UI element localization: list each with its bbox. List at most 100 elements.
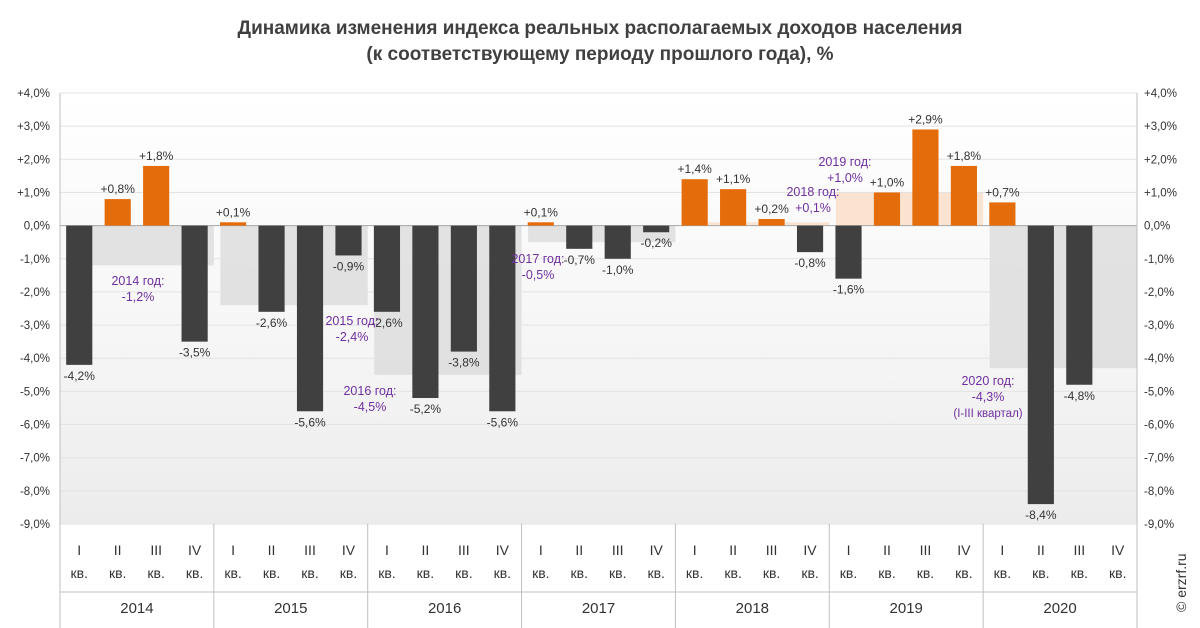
quarter-suffix: кв. [955,565,972,581]
quarter-numeral: IV [650,542,664,558]
y-tick-label-left: -3,0% [20,320,50,332]
bar-2018-q2 [720,189,747,226]
y-tick-label-right: +4,0% [1144,88,1177,100]
y-tick-label-right: -2,0% [1144,287,1174,299]
annual-label: -4,3% [972,390,1005,404]
data-label: -0,2% [641,236,673,250]
quarter-suffix: кв. [763,565,780,581]
quarter-suffix: кв. [609,565,626,581]
y-tick-label-left: -7,0% [20,453,50,465]
quarter-numeral: IV [496,542,510,558]
year-label: 2018 [736,600,769,617]
y-tick-label-left: -2,0% [20,287,50,299]
year-label: 2016 [428,600,461,617]
bar-2019-q1 [835,225,862,279]
y-tick-label-right: -9,0% [1144,519,1174,531]
year-label: 2020 [1043,600,1076,617]
quarter-suffix: кв. [301,565,318,581]
quarter-numeral: IV [803,542,817,558]
bar-2019-q2 [873,192,901,226]
chart-subtitle: (к соответствующему периоду прошлого год… [366,44,834,65]
quarter-suffix: кв. [1032,565,1049,581]
annual-band [989,225,1137,369]
data-label: -4,8% [1064,389,1096,403]
quarter-suffix: кв. [224,565,241,581]
quarter-numeral: III [458,542,470,558]
year-label: 2019 [890,600,923,617]
quarter-suffix: кв. [494,565,511,581]
data-label: -0,9% [333,259,365,273]
quarter-numeral: III [150,542,162,558]
y-tick-label-right: -5,0% [1144,386,1174,398]
quarter-suffix: кв. [647,565,664,581]
quarter-suffix: кв. [686,565,703,581]
quarter-suffix: кв. [186,565,203,581]
annual-band [681,222,830,226]
data-label: +0,1% [216,205,251,219]
quarter-suffix: кв. [340,565,357,581]
y-tick-label-right: +3,0% [1144,121,1177,133]
y-tick-label-left: +2,0% [17,154,50,166]
annual-label: 2017 год: [511,252,564,266]
quarter-numeral: I [1000,542,1004,558]
quarter-numeral: IV [342,542,356,558]
quarter-numeral: III [1073,542,1085,558]
quarter-suffix: кв. [724,565,741,581]
y-tick-label-right: +2,0% [1144,154,1177,166]
bar-2015-q4 [335,225,362,256]
bar-2018-q4 [796,225,824,253]
data-label: +0,7% [985,185,1020,199]
quarter-suffix: кв. [878,565,895,581]
quarter-suffix: кв. [917,565,934,581]
data-label: -1,0% [602,263,634,277]
bar-2015-q3 [296,225,324,412]
quarter-suffix: кв. [417,565,434,581]
source-credit: © erzrf.ru [1173,553,1189,612]
annual-label: 2020 год: [961,374,1014,388]
quarter-numeral: III [920,542,932,558]
data-label: +1,4% [677,162,712,176]
bar-2017-q1 [527,222,554,226]
bar-2015-q2 [258,225,285,312]
y-tick-label-left: -6,0% [20,420,50,432]
data-label: +0,8% [101,182,136,196]
bar-2020-q3 [1066,225,1093,385]
data-label: -5,6% [294,415,326,429]
y-tick-label-left: +4,0% [17,88,50,100]
data-label: +1,8% [947,149,982,163]
quarter-suffix: кв. [532,565,549,581]
y-tick-label-left: -1,0% [20,254,50,266]
annual-label: 2014 год: [111,274,164,288]
data-label: +0,2% [754,202,789,216]
data-label: -2,6% [256,316,288,330]
y-tick-label-right: -3,0% [1144,320,1174,332]
data-label: +1,0% [870,175,905,189]
bar-2018-q1 [681,179,708,226]
quarter-numeral: II [883,542,891,558]
y-tick-label-right: -8,0% [1144,486,1174,498]
y-tick-label-right: -1,0% [1144,254,1174,266]
quarter-suffix: кв. [109,565,126,581]
annual-label: -0,5% [522,268,555,282]
data-label: +1,1% [716,172,751,186]
y-tick-label-left: -5,0% [20,386,50,398]
quarter-numeral: I [385,542,389,558]
quarter-numeral: I [77,542,81,558]
quarter-numeral: I [847,542,851,558]
quarter-numeral: I [539,542,543,558]
bar-2015-q1 [220,222,247,226]
y-tick-label-right: -6,0% [1144,420,1174,432]
annual-band [528,225,676,243]
quarter-suffix: кв. [455,565,472,581]
data-label: -5,6% [487,415,519,429]
bar-2016-q1 [373,225,401,312]
quarter-suffix: кв. [571,565,588,581]
data-label: -0,7% [564,253,596,267]
quarter-numeral: III [612,542,624,558]
bar-2019-q3 [912,129,939,226]
annual-label: (I-III квартал) [953,408,1022,420]
quarter-suffix: кв. [801,565,818,581]
y-tick-label-left: +1,0% [17,187,50,199]
data-label: -0,8% [794,256,826,270]
y-tick-label-left: -9,0% [20,519,50,531]
